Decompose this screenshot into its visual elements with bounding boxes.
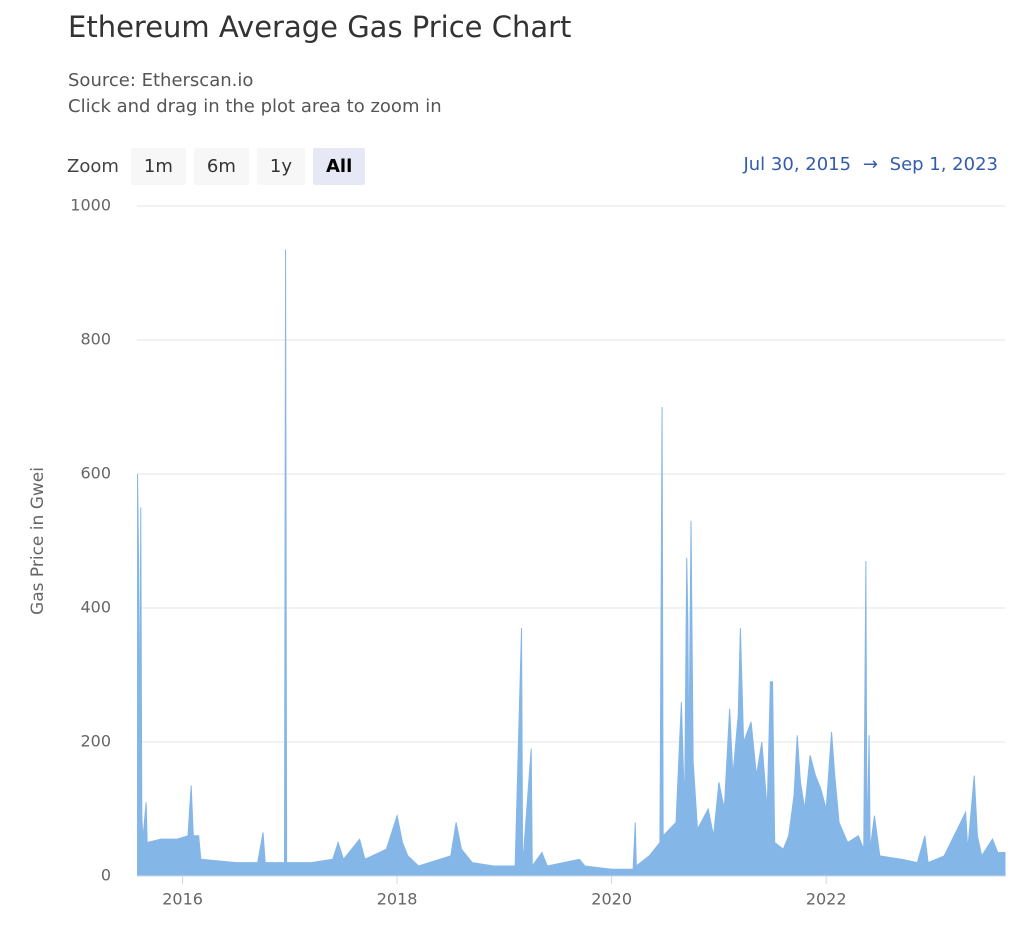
y-tick-label: 0: [101, 866, 111, 885]
zoom-button[interactable]: 6m: [193, 148, 249, 185]
area: [137, 249, 1006, 877]
y-tick-label: 1000: [70, 196, 111, 215]
y-tick-label: 400: [80, 598, 111, 617]
zoom-button[interactable]: 1y: [256, 148, 305, 185]
zoom-bar: Zoom 1m 6m 1y All: [67, 148, 373, 185]
range-start[interactable]: Jul 30, 2015: [743, 154, 852, 175]
x-tick-label: 2020: [591, 890, 632, 909]
date-range: Jul 30, 2015 → Sep 1, 2023: [737, 154, 998, 175]
y-tick-label: 200: [80, 732, 111, 751]
range-arrow: →: [862, 154, 878, 175]
zoom-label: Zoom: [67, 156, 119, 177]
y-axis-label: Gas Price in Gwei: [28, 467, 48, 615]
source: Source: Etherscan.io: [68, 70, 254, 91]
note: Click and drag in the plot area to zoom …: [68, 96, 442, 117]
y-tick-label: 800: [80, 330, 111, 349]
x-tick-label: 2016: [162, 890, 203, 909]
x-tick-label: 2018: [377, 890, 418, 909]
y-tick-label: 600: [80, 464, 111, 483]
zoom-button[interactable]: 1m: [130, 148, 186, 185]
x-tick-label: 2022: [806, 890, 847, 909]
range-end[interactable]: Sep 1, 2023: [889, 154, 998, 175]
chart-title: Ethereum Average Gas Price Chart: [68, 10, 572, 44]
zoom-button[interactable]: All: [313, 148, 366, 185]
